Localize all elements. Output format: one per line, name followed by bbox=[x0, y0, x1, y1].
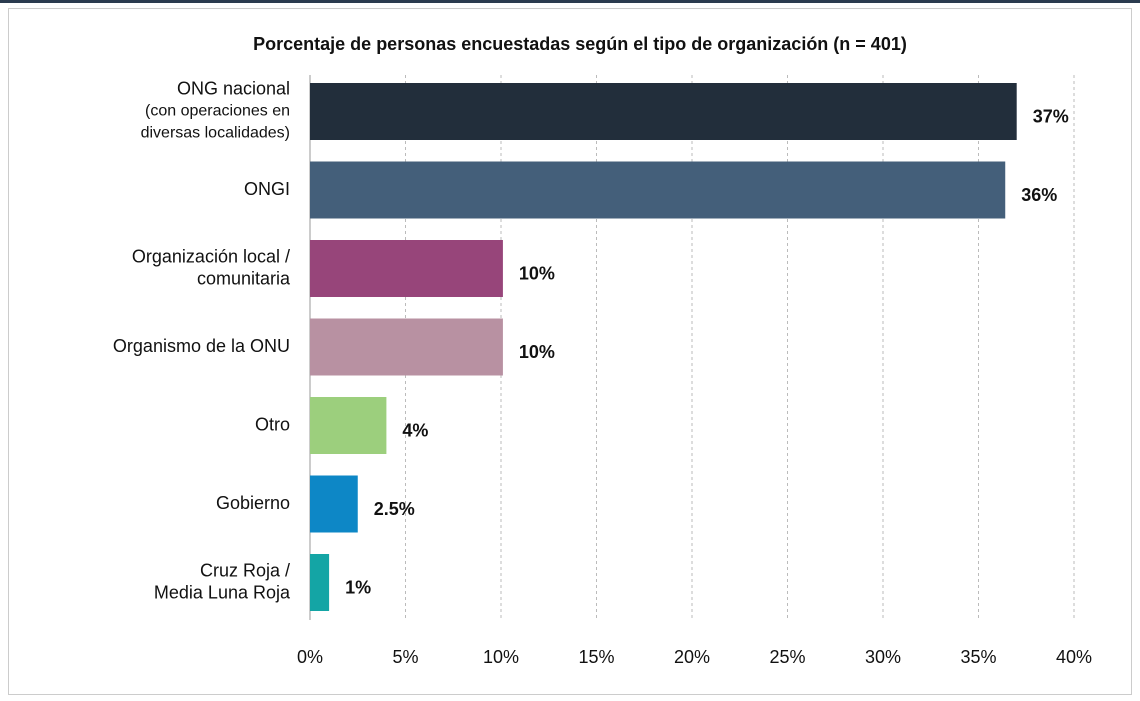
chart-title: Porcentaje de personas encuestadas según… bbox=[253, 34, 907, 54]
bar bbox=[310, 240, 503, 297]
value-label: 10% bbox=[519, 263, 555, 283]
value-label: 1% bbox=[345, 577, 371, 597]
x-tick-label: 25% bbox=[769, 647, 805, 667]
y-tick-label: (con operaciones en bbox=[145, 103, 290, 120]
x-tick-label: 40% bbox=[1056, 647, 1092, 667]
y-tick-label: comunitaria bbox=[197, 268, 291, 288]
value-label: 2.5% bbox=[374, 499, 415, 519]
x-tick-label: 15% bbox=[578, 647, 614, 667]
x-tick-label: 10% bbox=[483, 647, 519, 667]
top-bar bbox=[0, 0, 1140, 3]
bar bbox=[310, 554, 330, 611]
y-tick-label: Organismo de la ONU bbox=[113, 336, 290, 356]
x-tick-label: 30% bbox=[865, 647, 901, 667]
value-label: 37% bbox=[1033, 106, 1069, 126]
y-tick-label: ONGI bbox=[244, 179, 290, 199]
value-label: 4% bbox=[402, 420, 428, 440]
y-tick-label: Gobierno bbox=[216, 493, 290, 513]
y-tick-label: Otro bbox=[255, 414, 290, 434]
y-tick-label: diversas localidades) bbox=[141, 125, 290, 142]
x-tick-label: 35% bbox=[960, 647, 996, 667]
bar bbox=[310, 475, 358, 533]
y-tick-label: Media Luna Roja bbox=[154, 582, 291, 602]
y-tick-label: ONG nacional bbox=[177, 78, 290, 98]
x-tick-label: 0% bbox=[297, 647, 323, 667]
x-tick-label: 20% bbox=[674, 647, 710, 667]
bar bbox=[310, 83, 1017, 140]
value-label: 36% bbox=[1021, 185, 1057, 205]
y-tick-label: Cruz Roja / bbox=[200, 560, 290, 580]
bar bbox=[310, 397, 387, 454]
x-tick-label: 5% bbox=[392, 647, 418, 667]
value-label: 10% bbox=[519, 342, 555, 362]
bar bbox=[310, 161, 1006, 219]
y-tick-label: Organización local / bbox=[132, 246, 290, 266]
frame bbox=[8, 8, 1132, 695]
bar bbox=[310, 318, 503, 376]
